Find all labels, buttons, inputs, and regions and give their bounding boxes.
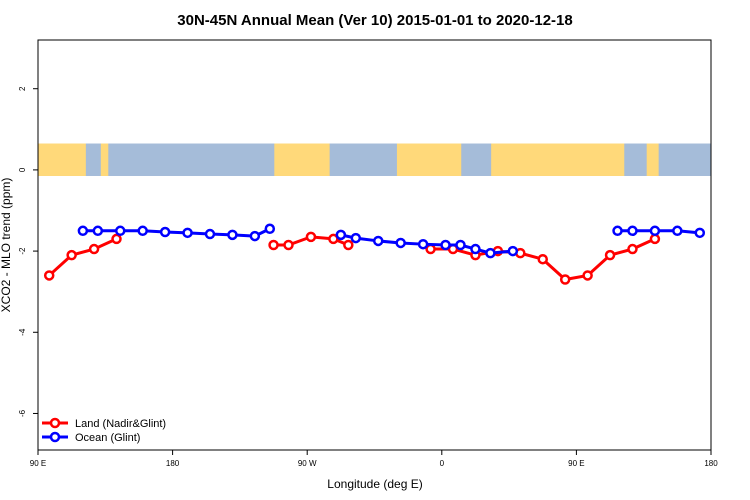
data-point bbox=[335, 229, 347, 241]
map-land bbox=[396, 143, 462, 176]
plot-frame bbox=[37, 39, 712, 451]
data-point bbox=[92, 225, 104, 237]
y-tick-label: 0 bbox=[18, 167, 27, 172]
background-map bbox=[38, 143, 711, 176]
map-land bbox=[646, 143, 659, 176]
x-tick-label: 180 bbox=[166, 459, 180, 468]
data-point bbox=[582, 270, 593, 281]
data-point bbox=[455, 239, 466, 251]
x-tick-label: 90 E bbox=[568, 459, 584, 468]
legend-marker bbox=[49, 417, 61, 429]
data-point bbox=[305, 231, 317, 243]
data-point bbox=[88, 243, 100, 255]
data-point bbox=[694, 227, 706, 239]
x-tick-label: 180 bbox=[704, 459, 718, 468]
data-point bbox=[559, 274, 571, 285]
data-point bbox=[137, 225, 148, 237]
data-point bbox=[649, 225, 661, 237]
data-point bbox=[111, 233, 122, 245]
legend: Land (Nadir&Glint) Ocean (Glint) bbox=[42, 417, 166, 444]
series-line bbox=[82, 227, 271, 238]
data-point bbox=[485, 247, 496, 259]
x-tick-label: 0 bbox=[440, 459, 445, 468]
x-tick-label: 90 E bbox=[30, 459, 46, 468]
data-point bbox=[204, 228, 216, 240]
data-point bbox=[627, 225, 638, 237]
x-tick-label: 90 W bbox=[298, 459, 317, 468]
y-tick-label: -2 bbox=[18, 247, 27, 255]
data-point bbox=[470, 243, 481, 255]
series-1 bbox=[77, 223, 706, 259]
series-line bbox=[340, 233, 513, 255]
data-point bbox=[649, 233, 661, 245]
data-point bbox=[182, 227, 193, 239]
data-point bbox=[115, 225, 126, 237]
data-point bbox=[417, 238, 429, 250]
y-axis: -6 -4 -2 0 2 bbox=[18, 86, 38, 417]
y-tick-label: 2 bbox=[18, 86, 27, 91]
data-point bbox=[440, 239, 451, 251]
map-land bbox=[38, 143, 86, 176]
data-point bbox=[43, 270, 55, 281]
chart-title: 30N-45N Annual Mean (Ver 10) 2015-01-01 … bbox=[177, 12, 572, 29]
y-axis-label: XCO2 - MLO trend (ppm) bbox=[0, 178, 13, 313]
data-point bbox=[395, 237, 406, 249]
data-point bbox=[612, 225, 623, 237]
legend-label: Land (Nadir&Glint) bbox=[75, 418, 166, 430]
map-land bbox=[491, 143, 625, 176]
map-land bbox=[100, 143, 109, 176]
data-point bbox=[350, 232, 362, 244]
series-layer bbox=[43, 223, 706, 285]
data-point bbox=[264, 223, 276, 235]
data-point bbox=[268, 239, 279, 251]
data-point bbox=[537, 253, 548, 265]
data-point bbox=[343, 239, 354, 251]
x-axis-label: Longitude (deg E) bbox=[327, 477, 422, 491]
data-point bbox=[627, 243, 638, 255]
data-point bbox=[372, 235, 384, 247]
data-point bbox=[227, 229, 238, 241]
data-point bbox=[328, 233, 339, 245]
series-line bbox=[48, 237, 118, 277]
legend-label: Ocean (Glint) bbox=[75, 432, 140, 444]
x-axis: 90 E 180 90 W 0 90 E 180 bbox=[30, 450, 718, 468]
data-point bbox=[604, 249, 616, 261]
y-tick-label: -6 bbox=[18, 409, 27, 417]
series-0 bbox=[43, 231, 661, 285]
map-land bbox=[274, 143, 330, 176]
data-point bbox=[507, 245, 519, 257]
data-point bbox=[159, 226, 171, 238]
y-tick-label: -4 bbox=[18, 328, 27, 336]
data-point bbox=[672, 225, 683, 237]
data-point bbox=[77, 225, 89, 237]
data-point bbox=[283, 239, 294, 251]
legend-marker bbox=[49, 431, 61, 443]
data-point bbox=[66, 249, 77, 261]
data-point bbox=[249, 230, 261, 242]
